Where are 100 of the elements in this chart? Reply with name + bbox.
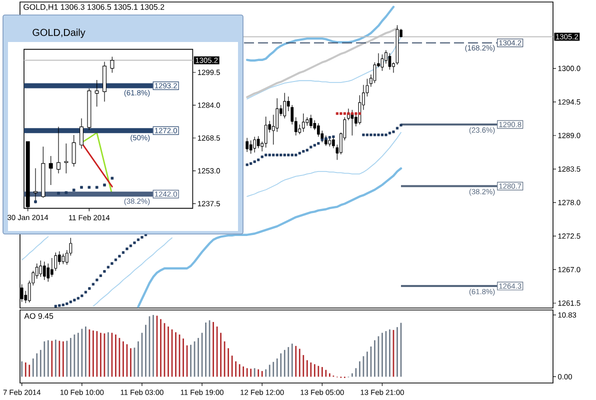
point <box>290 154 294 156</box>
candlestick <box>42 261 46 280</box>
point <box>253 160 256 163</box>
point <box>57 192 60 195</box>
point <box>80 294 84 298</box>
point <box>268 154 271 156</box>
point <box>34 200 37 204</box>
point <box>396 126 399 130</box>
point <box>84 290 87 294</box>
point <box>264 154 268 156</box>
point <box>72 188 76 192</box>
candlestick <box>298 124 302 135</box>
point <box>317 142 320 145</box>
candlestick <box>58 251 61 266</box>
point <box>110 262 114 265</box>
point <box>370 134 372 136</box>
point <box>106 266 110 268</box>
candlestick <box>302 113 305 132</box>
point <box>69 300 72 304</box>
point <box>400 124 402 126</box>
point <box>354 112 358 115</box>
point <box>366 134 369 136</box>
candlestick <box>264 116 268 148</box>
candlestick <box>35 263 38 280</box>
point <box>358 112 361 115</box>
point <box>380 134 384 136</box>
candlestick <box>309 114 312 128</box>
point <box>66 302 68 306</box>
chart-title: GOLD,Daily <box>32 28 86 38</box>
point <box>362 134 365 136</box>
candlestick <box>313 120 316 130</box>
point <box>140 236 144 239</box>
point <box>136 238 140 242</box>
candlestick <box>246 138 249 152</box>
candlestick <box>276 98 279 132</box>
point <box>257 158 260 162</box>
point <box>110 176 114 180</box>
point <box>294 154 298 156</box>
point <box>76 296 80 300</box>
point <box>96 278 98 282</box>
point <box>347 112 350 115</box>
point <box>88 287 91 290</box>
candlestick <box>72 134 76 167</box>
point <box>88 186 91 189</box>
point <box>103 270 106 273</box>
point <box>302 150 305 153</box>
point <box>287 154 290 156</box>
candlestick <box>34 168 38 204</box>
point <box>133 241 136 244</box>
point <box>272 154 275 156</box>
candlestick <box>256 136 260 149</box>
point <box>350 112 354 115</box>
candlestick <box>94 80 99 107</box>
point <box>246 163 248 166</box>
point <box>250 162 252 165</box>
point <box>388 132 392 134</box>
point <box>320 138 324 142</box>
candlestick <box>56 126 60 174</box>
point <box>276 154 278 156</box>
point <box>260 156 264 158</box>
point <box>73 298 76 302</box>
point <box>62 304 64 306</box>
point <box>64 191 68 194</box>
candlestick <box>249 140 252 154</box>
candlestick <box>80 118 84 149</box>
point <box>377 134 380 136</box>
candlestick <box>384 50 388 64</box>
point <box>114 258 118 262</box>
point <box>99 274 102 277</box>
point <box>324 137 328 140</box>
candlestick <box>46 263 50 282</box>
candlestick <box>64 143 68 174</box>
candlestick <box>48 156 53 186</box>
point <box>328 136 331 139</box>
candlestick <box>50 258 54 278</box>
point <box>392 130 395 134</box>
point <box>283 154 286 156</box>
candlestick <box>316 123 320 138</box>
point <box>310 146 312 148</box>
point <box>103 184 106 186</box>
point <box>280 154 282 156</box>
point <box>332 135 335 138</box>
candlestick <box>62 253 65 264</box>
candlestick <box>253 136 256 153</box>
point <box>373 134 376 136</box>
point <box>336 112 338 115</box>
candlestick <box>39 260 42 278</box>
point <box>118 254 121 258</box>
point <box>122 251 125 254</box>
point <box>58 304 61 307</box>
point <box>92 282 94 286</box>
point <box>384 134 388 136</box>
point <box>129 244 132 248</box>
point <box>340 112 342 115</box>
candlestick <box>283 92 286 119</box>
point <box>54 304 57 308</box>
point <box>80 186 83 189</box>
point <box>343 112 346 115</box>
point <box>95 186 98 189</box>
candlestick <box>54 252 58 272</box>
